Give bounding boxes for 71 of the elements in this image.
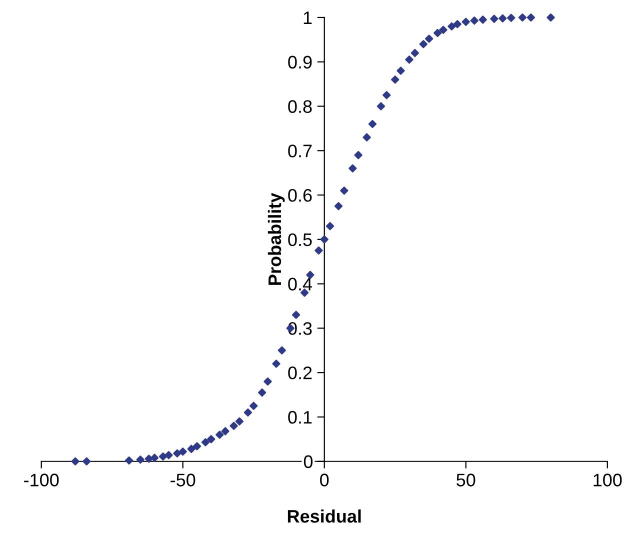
point (158, 452, 168, 461)
point (518, 13, 527, 22)
point (192, 442, 202, 450)
point (334, 202, 343, 210)
point (326, 222, 334, 230)
point (453, 20, 462, 28)
y-axis-title: Probability (268, 192, 285, 285)
point (235, 417, 244, 426)
point (221, 427, 230, 436)
point (320, 235, 328, 244)
point (448, 22, 456, 30)
point (340, 186, 348, 195)
point (173, 449, 182, 458)
x-tick-label: 100 (594, 474, 622, 486)
y-tick-label: 0.9 (288, 56, 312, 69)
point (507, 14, 516, 22)
point (382, 91, 391, 100)
y-tick-label: 0.7 (288, 144, 312, 158)
y-tick-label: 0.1 (288, 410, 312, 424)
point (376, 102, 386, 110)
y-tick-label: 0.4 (288, 278, 312, 291)
point (470, 16, 478, 25)
y-tick-label: 0.6 (288, 188, 312, 202)
point (230, 422, 238, 430)
point (424, 34, 434, 43)
x-tick-label: 0 (320, 474, 329, 486)
point (71, 457, 80, 466)
x-axis-title: Residual (288, 509, 361, 523)
point (490, 14, 498, 23)
point (264, 377, 272, 386)
point (391, 76, 400, 84)
y-tick-label: 0 (304, 455, 313, 468)
point (164, 451, 173, 460)
point (82, 457, 91, 466)
point (292, 310, 300, 319)
y-tick-label: 1 (304, 12, 312, 24)
point (526, 13, 536, 22)
point (201, 438, 210, 446)
point (405, 56, 414, 64)
point (396, 66, 405, 75)
point (278, 346, 286, 354)
point (178, 448, 187, 456)
y-tick-label: 0.8 (288, 100, 312, 113)
point (546, 13, 555, 22)
y-tick-label: 0.2 (288, 366, 312, 380)
point (136, 455, 144, 464)
point (433, 28, 442, 38)
point (187, 444, 196, 454)
x-tick-label: -100 (24, 474, 59, 486)
point (478, 16, 487, 24)
x-tick-label: -50 (170, 474, 196, 486)
point (410, 48, 420, 58)
point (354, 150, 362, 160)
point (244, 408, 252, 417)
point (368, 120, 377, 128)
point (348, 164, 357, 172)
point (462, 18, 470, 26)
point (124, 456, 134, 465)
point (272, 360, 280, 368)
point (362, 133, 371, 142)
x-tick-label: 50 (456, 474, 476, 486)
point (207, 435, 216, 444)
point (150, 454, 159, 462)
point (498, 14, 507, 22)
point (250, 402, 258, 410)
point (419, 40, 428, 48)
point (216, 430, 224, 439)
y-tick-label: 0.5 (288, 233, 312, 246)
point (258, 388, 266, 397)
point (439, 26, 448, 34)
point (314, 246, 323, 255)
